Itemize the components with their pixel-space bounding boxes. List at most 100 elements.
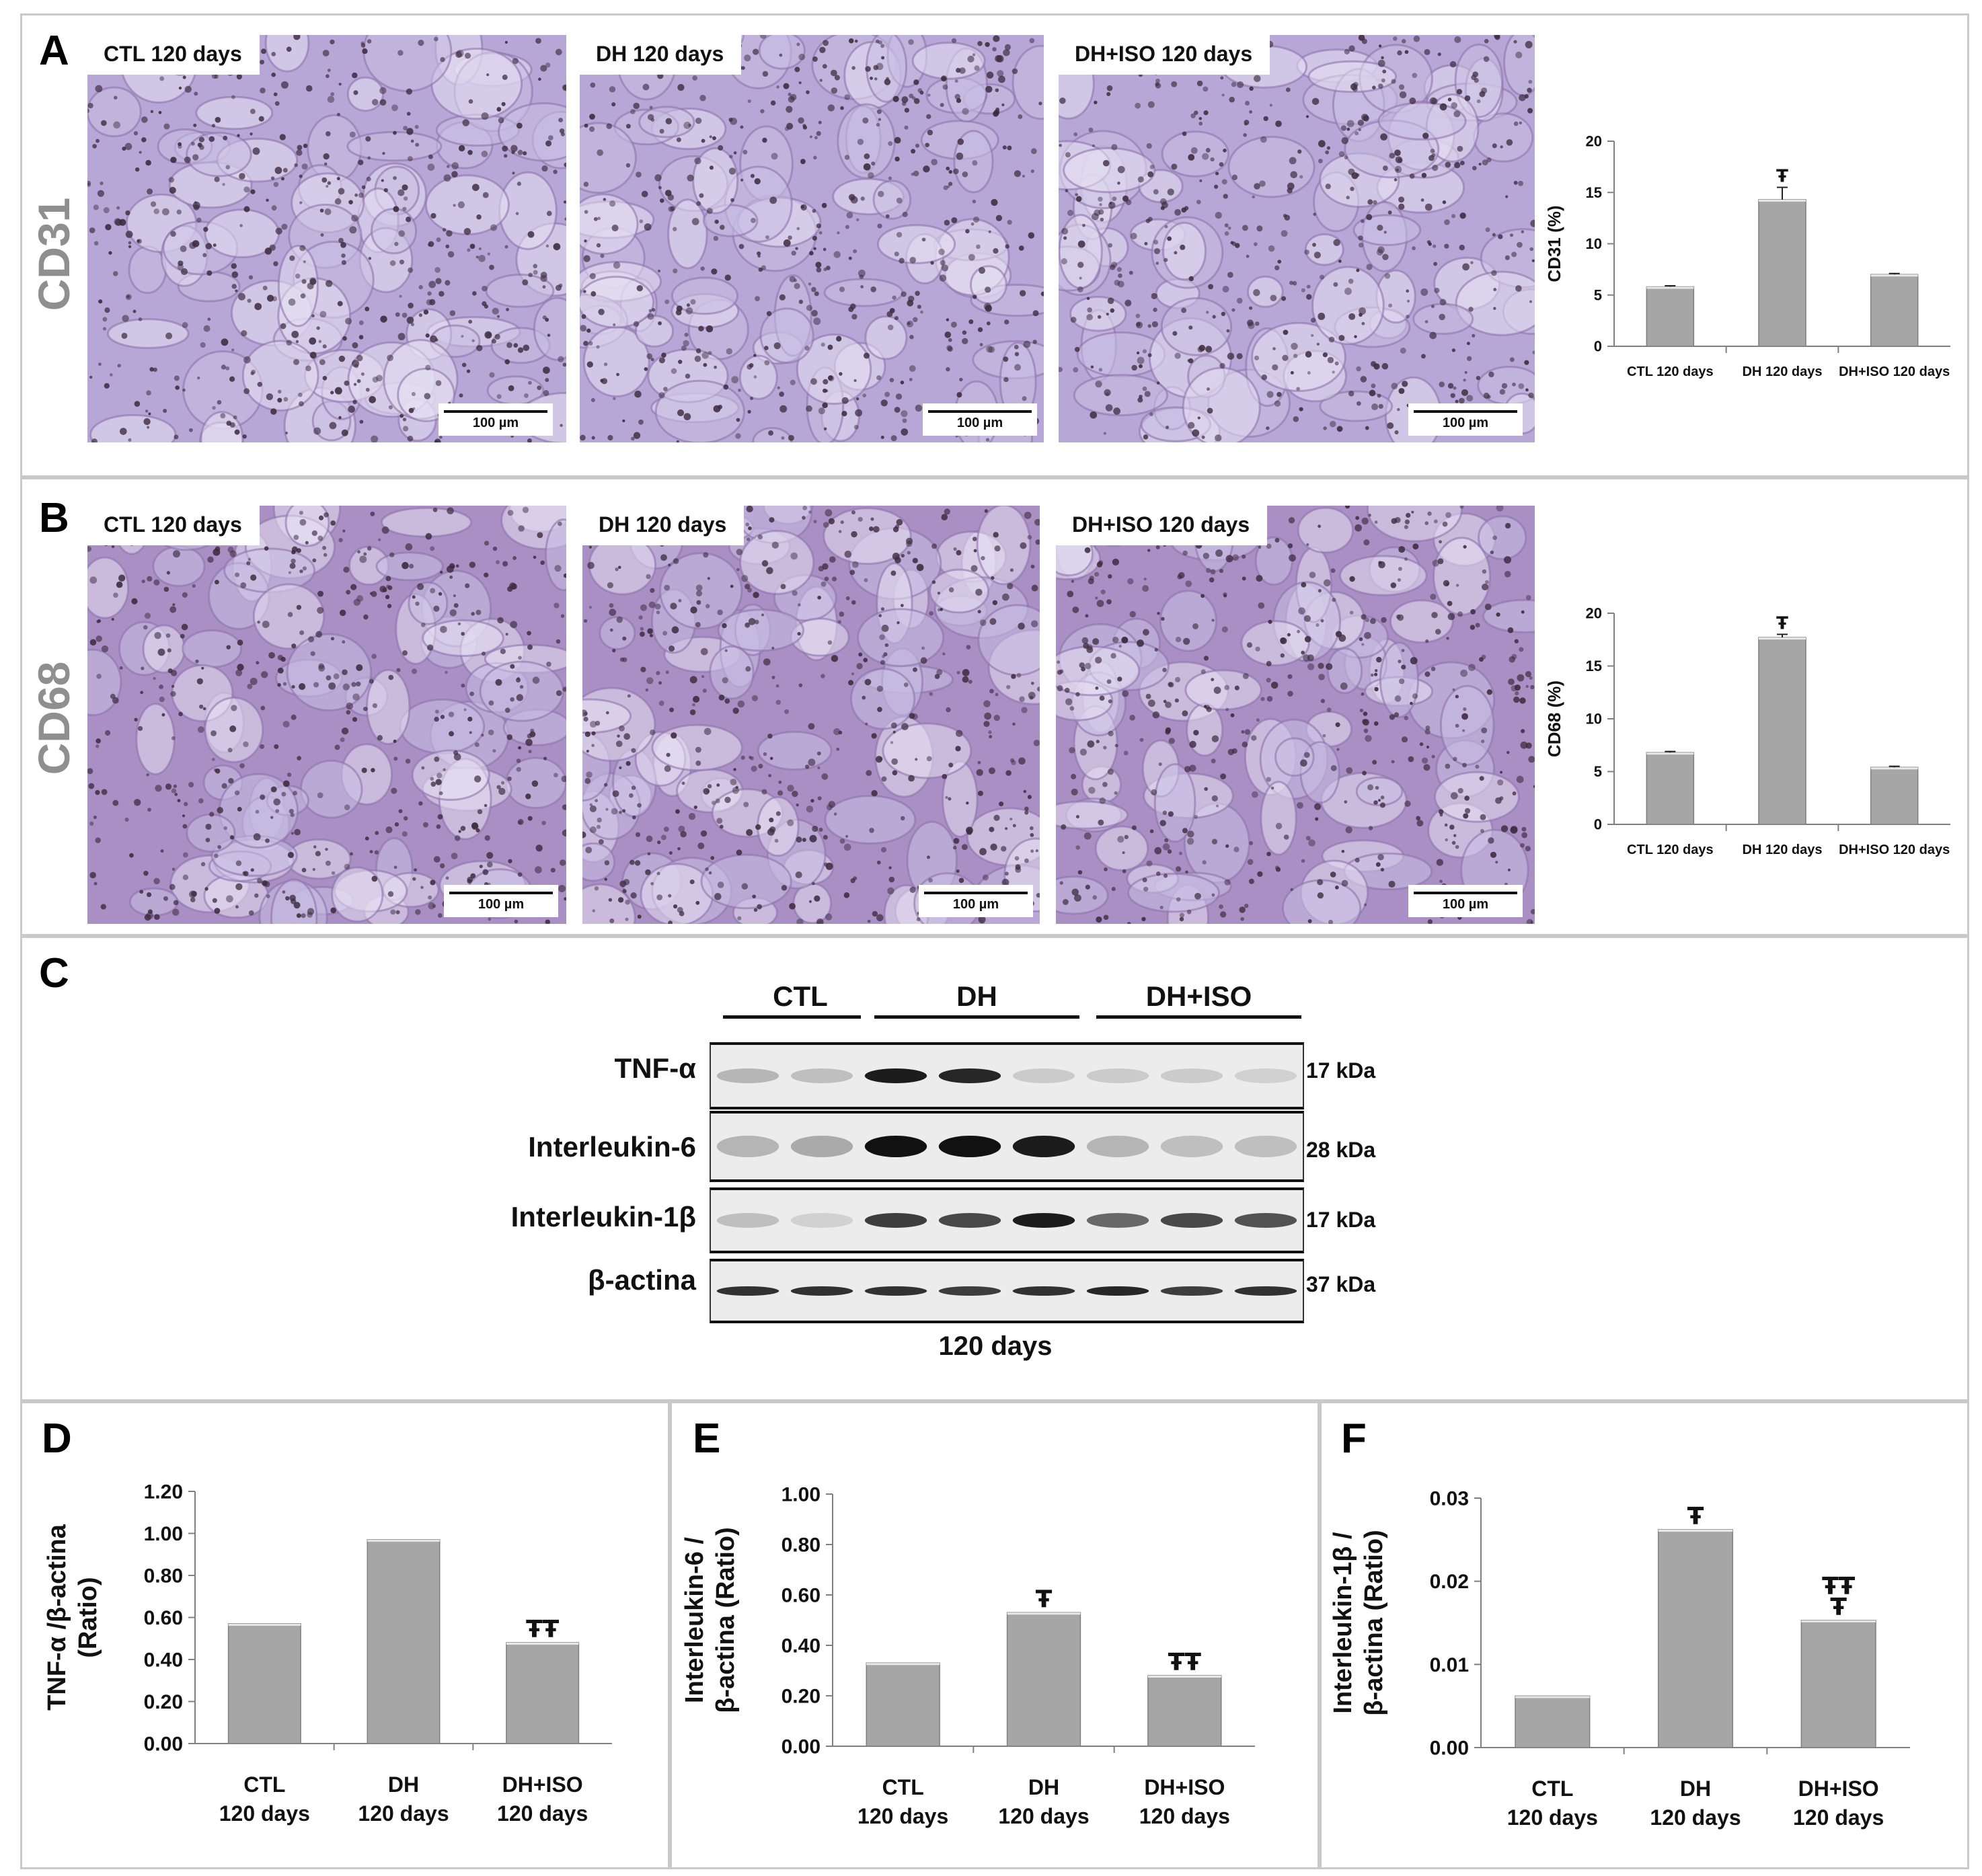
significance-mark: Ŧ xyxy=(1830,1594,1847,1621)
blot-band xyxy=(1160,1286,1223,1296)
x-category-label: 120 days xyxy=(998,1804,1089,1828)
x-category-label: 120 days xyxy=(358,1801,449,1826)
panel-d-frame xyxy=(20,1401,670,1869)
blot-band xyxy=(864,1136,927,1157)
y-axis-label: Interleukin-6 / xyxy=(681,1537,709,1703)
scale-bar: 100 µm xyxy=(1408,403,1523,436)
bar xyxy=(1758,637,1806,825)
blot-bands xyxy=(716,1068,1297,1083)
group-label-dh: DH xyxy=(956,980,997,1012)
bar xyxy=(1870,767,1919,825)
x-category-label: CTL 120 days xyxy=(1627,843,1714,857)
bar xyxy=(1646,286,1695,347)
blot-band xyxy=(1160,1136,1223,1157)
protein-label-il1b: Interleukin-1β xyxy=(510,1201,696,1233)
y-tick-label: 0.03 xyxy=(1430,1488,1469,1510)
x-category-label: CTL 120 days xyxy=(1627,364,1714,379)
blot-band xyxy=(1012,1213,1075,1228)
x-category-label: DH 120 days xyxy=(1743,843,1823,857)
bar xyxy=(1006,1612,1081,1747)
x-category-label: DH+ISO 120 days xyxy=(1839,843,1950,857)
micrograph-texture xyxy=(582,506,1040,924)
blot-band xyxy=(716,1286,779,1296)
y-tick-label: 0.80 xyxy=(782,1534,821,1557)
panel-f-frame xyxy=(1320,1401,1969,1869)
y-tick-label: 0 xyxy=(1594,816,1602,833)
group-label-dhiso: DH+ISO xyxy=(1145,980,1252,1012)
y-tick-label: 0.80 xyxy=(144,1565,183,1588)
y-tick-label: 0.02 xyxy=(1430,1571,1469,1593)
x-category-label: DH 120 days xyxy=(1743,364,1823,379)
blot-band xyxy=(864,1213,927,1228)
kda-label-il1b: 17 kDa xyxy=(1306,1208,1376,1232)
blot-band xyxy=(1160,1068,1223,1083)
y-tick-label: 10 xyxy=(1586,711,1602,728)
kda-label-il6: 28 kDa xyxy=(1306,1138,1376,1162)
scale-bar-label: 100 µm xyxy=(952,897,999,912)
significance-mark: ŦŦ xyxy=(1168,1649,1202,1676)
blot-band xyxy=(1086,1213,1149,1228)
blot-band xyxy=(790,1286,853,1296)
micrograph-texture xyxy=(1056,506,1535,924)
micrograph-cd68-dh: DH 120 days 100 µm xyxy=(582,506,1040,924)
y-tick-label: 5 xyxy=(1594,286,1602,303)
x-category-label: DH xyxy=(388,1772,419,1797)
bar xyxy=(1800,1620,1876,1748)
y-tick-label: 1.00 xyxy=(782,1484,821,1506)
y-tick-label: 0.20 xyxy=(782,1686,821,1708)
scale-bar-label: 100 µm xyxy=(1442,897,1489,912)
x-category-label: 120 days xyxy=(857,1804,948,1828)
blot-band xyxy=(790,1136,853,1157)
protein-label-tnf: TNF-α xyxy=(614,1052,696,1084)
micrograph-texture xyxy=(87,506,566,924)
panel-b-frame xyxy=(20,477,1969,936)
protein-label-actin: β-actina xyxy=(587,1264,696,1296)
blot-band xyxy=(716,1068,779,1083)
blot-strip-tnf xyxy=(710,1042,1304,1109)
micrograph-cd31-ctl: CTL 120 days 100 µm xyxy=(87,35,566,442)
micrograph-cd68-ctl: CTL 120 days 100 µm xyxy=(87,506,566,924)
blot-band xyxy=(716,1213,779,1228)
blot-band xyxy=(1234,1136,1297,1157)
blot-band xyxy=(1086,1068,1149,1083)
blot-band xyxy=(864,1068,927,1083)
x-category-label: DH+ISO xyxy=(1144,1775,1225,1799)
y-tick-label: 15 xyxy=(1586,658,1602,674)
micrograph-label: CTL 120 days xyxy=(87,506,260,545)
y-tick-label: 0.01 xyxy=(1430,1654,1469,1676)
panel-letter-d: D xyxy=(42,1415,72,1462)
panel-letter-b: B xyxy=(39,495,69,541)
group-underline-dhiso xyxy=(1096,1015,1301,1019)
blot-band xyxy=(1012,1068,1075,1083)
bar xyxy=(506,1642,580,1744)
bar xyxy=(1147,1675,1222,1747)
scale-bar-label: 100 µm xyxy=(1442,416,1489,430)
group-label-ctl: CTL xyxy=(773,980,828,1012)
significance-mark: Ŧ xyxy=(1687,1503,1704,1530)
y-tick-label: 15 xyxy=(1586,184,1602,201)
y-tick-label: 0.40 xyxy=(782,1635,821,1657)
blot-band xyxy=(1160,1213,1223,1228)
bar xyxy=(367,1539,441,1744)
blot-strip-actin xyxy=(710,1259,1304,1323)
blot-band xyxy=(1234,1286,1297,1296)
y-tick-label: 0.60 xyxy=(144,1607,183,1629)
x-category-label: CTL xyxy=(1531,1776,1573,1801)
y-tick-label: 10 xyxy=(1586,235,1602,252)
y-axis-label: β-actina (Ratio) xyxy=(712,1527,740,1713)
blot-band xyxy=(1012,1136,1075,1157)
panel-letter-f: F xyxy=(1341,1415,1367,1462)
scale-bar: 100 µm xyxy=(439,403,553,436)
blot-bands xyxy=(716,1213,1297,1228)
scale-bar: 100 µm xyxy=(919,885,1033,917)
y-tick-label: 0 xyxy=(1594,338,1602,355)
y-tick-label: 0.40 xyxy=(144,1649,183,1672)
blot-band xyxy=(1086,1286,1149,1296)
bar xyxy=(1646,752,1695,825)
blot-band xyxy=(790,1213,853,1228)
panel-letter-a: A xyxy=(39,28,69,74)
